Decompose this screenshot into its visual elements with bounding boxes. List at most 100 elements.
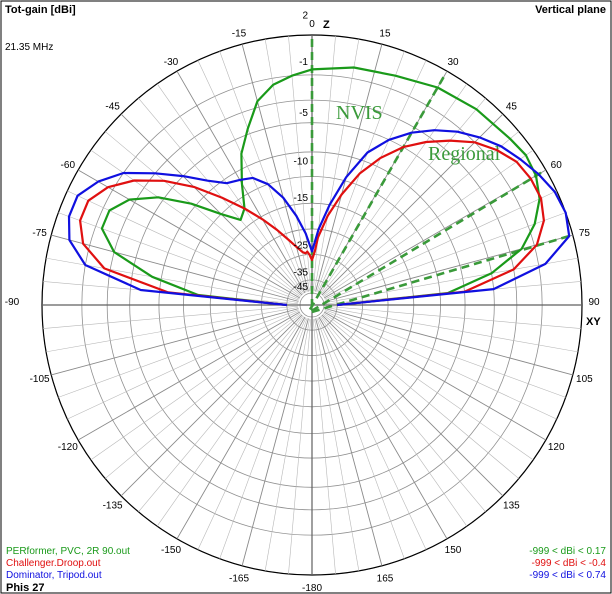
angle-tick-label: 105: [576, 374, 593, 385]
grid-spoke: [317, 60, 427, 293]
grid-spoke: [104, 131, 302, 297]
grid-spoke: [241, 44, 309, 292]
grid-spoke: [58, 212, 299, 301]
angle-tick-label: 120: [548, 442, 565, 453]
grid-spoke: [67, 190, 300, 300]
angle-tick-label: 45: [506, 102, 518, 113]
grid-spoke: [197, 60, 307, 293]
grid-spoke: [322, 313, 520, 479]
grid-spoke: [241, 318, 309, 566]
angle-tick-label: -75: [32, 228, 47, 239]
grid-spoke: [156, 316, 305, 527]
grid-spoke: [325, 309, 566, 398]
grid-spoke: [67, 310, 300, 420]
angle-tick-label: -105: [30, 374, 50, 385]
grid-spoke: [120, 113, 303, 296]
chart-title: Tot-gain [dBi]: [5, 4, 76, 16]
grid-spoke: [323, 311, 547, 441]
trace-challenger: [79, 139, 545, 307]
grid-spoke: [319, 83, 468, 294]
grid-spoke: [77, 311, 301, 441]
tick-labels: 0 15 30 45 60 75 90 105 120 135 150 165 -180 -165 -150…: [5, 10, 602, 594]
grid-spoke: [314, 39, 360, 292]
legend-range-challenger: -999 < dBi < -0.4: [531, 558, 607, 569]
guide-line: [308, 73, 447, 311]
angle-tick-label: -135: [103, 500, 123, 511]
grid-spoke: [324, 310, 557, 420]
guide-line: [311, 234, 570, 314]
grid-spoke: [51, 308, 299, 376]
grid-spoke: [77, 169, 301, 299]
radial-tick-label: -35: [294, 267, 309, 278]
grid-spoke: [43, 305, 299, 329]
grid-spoke: [325, 307, 578, 353]
legend-item-performer: PERformer, PVC, 2R 90.out: [6, 546, 130, 557]
grid-spoke: [317, 317, 427, 550]
angle-tick-label: 75: [579, 228, 591, 239]
grid-spoke: [323, 149, 534, 298]
legend-item-challenger: Challenger.Droop.out: [6, 558, 101, 569]
xy-axis-label: XY: [586, 316, 601, 328]
grid-spoke: [264, 318, 310, 571]
angle-tick-label: -120: [58, 442, 78, 453]
grid-spoke: [51, 234, 299, 302]
angle-tick-label: 90: [588, 297, 600, 308]
z-axis-label: Z: [323, 19, 330, 31]
grid-spoke: [312, 36, 336, 292]
grid-spoke: [315, 44, 383, 292]
phi-label: Phis 27: [6, 582, 45, 594]
grid-spoke: [46, 307, 299, 353]
angle-tick-label: -30: [164, 57, 179, 68]
grid-spoke: [321, 314, 504, 497]
grid-spoke: [322, 131, 520, 297]
pattern-traces: [67, 66, 571, 307]
grid-spoke: [325, 308, 573, 376]
radial-tick-label: -15: [294, 193, 309, 204]
angle-tick-label: 15: [379, 29, 391, 40]
grid-spoke: [197, 317, 307, 550]
angle-tick-label: 30: [447, 57, 459, 68]
grid-spoke: [104, 313, 302, 479]
grid-spoke: [323, 169, 547, 299]
grid-spoke: [120, 314, 303, 497]
grid-spoke: [325, 305, 581, 329]
radial-tick-label: -10: [294, 157, 309, 168]
radial-tick-label: 2: [302, 10, 308, 21]
grid-spoke: [314, 318, 360, 571]
legend-item-dominator: Dominator, Tripod.out: [6, 570, 102, 581]
plane-label: Vertical plane: [535, 4, 606, 16]
grid-spoke: [219, 318, 308, 559]
grid-spoke: [315, 318, 383, 566]
grid-spoke: [319, 316, 468, 527]
guide-line: [310, 170, 544, 313]
grid-spoke: [325, 234, 573, 302]
angle-tick-label: 60: [551, 160, 563, 171]
angle-tick-label: -60: [61, 160, 76, 171]
radial-tick-label: -25: [294, 241, 309, 252]
grid-spoke: [138, 315, 304, 513]
grid-spoke: [321, 113, 504, 296]
grid-spoke: [323, 312, 534, 461]
angle-tick-label: -45: [105, 102, 120, 113]
grid-spoke: [288, 318, 312, 574]
angle-tick-label: -150: [161, 545, 181, 556]
angle-tick-label: 135: [503, 500, 520, 511]
angle-tick-label: -90: [5, 297, 20, 308]
grid-spoke: [288, 36, 312, 292]
legend-range-performer: -999 < dBi < 0.17: [529, 546, 606, 557]
frequency-label: 21.35 MHz: [5, 42, 54, 53]
regional-label: Regional: [428, 143, 501, 165]
nvis-label: NVIS: [336, 102, 383, 124]
grid-spoke: [219, 51, 308, 292]
grid-spoke: [320, 315, 486, 513]
angle-tick-label: -165: [229, 573, 249, 584]
radial-tick-label: -45: [294, 282, 309, 293]
grid-spoke: [318, 316, 448, 540]
radial-tick-label: -5: [299, 108, 308, 119]
angle-tick-label: -15: [232, 29, 247, 40]
grid-spoke: [156, 83, 305, 294]
grid-spoke: [316, 318, 405, 559]
trace-dominator: [67, 129, 571, 307]
